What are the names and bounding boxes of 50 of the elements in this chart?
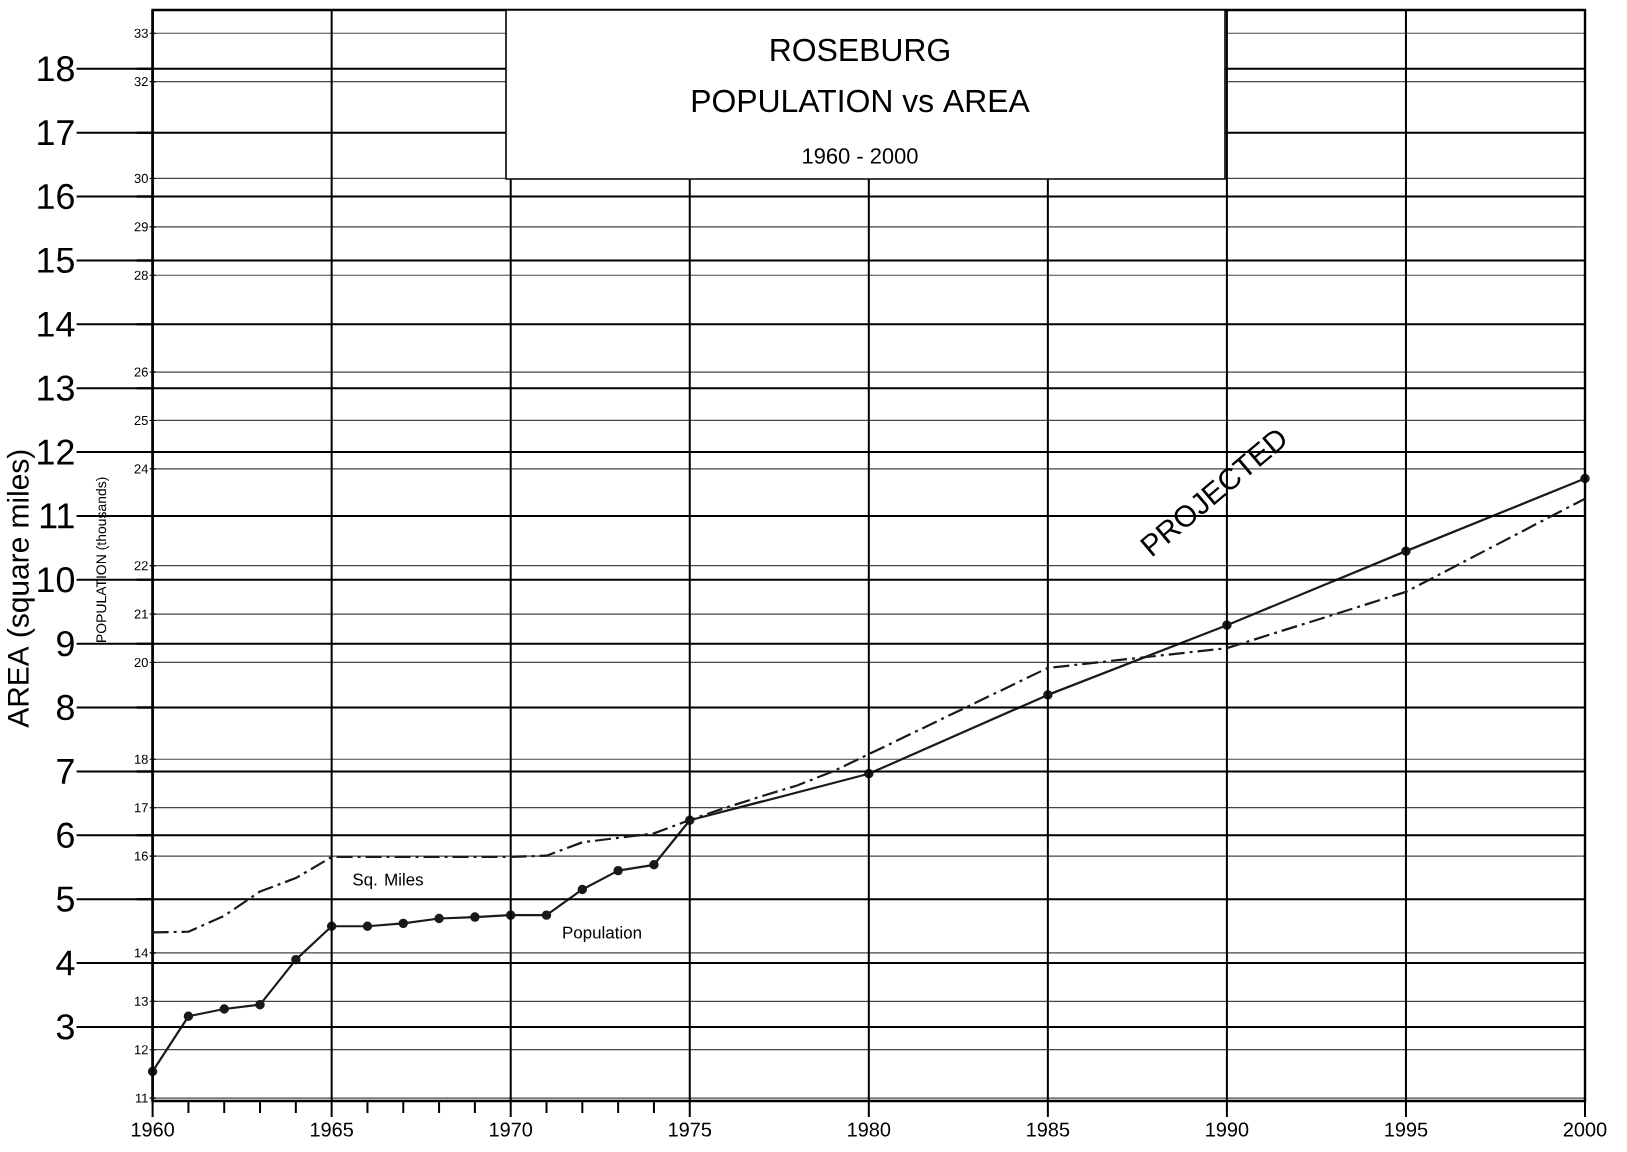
y-tick-label: 3 — [56, 1014, 74, 1040]
y2-tick-label: 18 — [134, 754, 148, 764]
x-tick-label: 1995 — [1385, 1122, 1428, 1137]
y2-tick-label: 13 — [134, 996, 148, 1006]
y-tick-label: 8 — [57, 694, 74, 721]
y2-tick-label: 33 — [134, 28, 148, 38]
y2-tick-label: 25 — [134, 415, 148, 426]
annotation: 1960 - 2000 — [803, 148, 918, 164]
y2-tick-label: 24 — [134, 464, 149, 474]
y-tick-label: 14 — [38, 311, 75, 337]
y-tick-label: 5 — [56, 886, 74, 912]
x-tick-label: 1965 — [311, 1122, 353, 1137]
y-tick-label: 15 — [38, 247, 74, 273]
y-tick-label: 16 — [38, 183, 74, 210]
series-label: Population — [563, 926, 641, 942]
y-axis-title: AREA (square miles) — [6, 450, 35, 728]
y2-tick-label: 16 — [134, 851, 148, 861]
y2-tick-label: 29 — [134, 222, 148, 232]
y-tick-label: 6 — [57, 822, 74, 848]
y-tick-label: 11 — [40, 503, 74, 529]
y2-tick-label: 21 — [134, 609, 148, 619]
x-tick-label: 1975 — [669, 1122, 712, 1137]
y-tick-label: 7 — [57, 759, 74, 784]
x-tick-label: 1970 — [490, 1122, 533, 1137]
x-tick-label: 1980 — [848, 1122, 891, 1137]
y2-tick-label: 20 — [134, 657, 148, 668]
y-tick-label: 10 — [38, 567, 75, 593]
x-tick-label: 1985 — [1027, 1122, 1070, 1137]
y-tick-label: 17 — [38, 120, 74, 145]
text: POPULATION vs AREA — [692, 89, 1030, 113]
y2-tick-label: 14 — [134, 948, 149, 958]
y2-tick-label: 32 — [134, 77, 148, 87]
y2-tick-label: 12 — [134, 1045, 148, 1055]
y2-axis-title: POPULATION (thousands) — [95, 477, 109, 642]
y-tick-label: 4 — [56, 950, 75, 976]
y-tick-label: 13 — [38, 375, 74, 401]
y2-tick-label: 26 — [134, 367, 148, 377]
x-tick-label: 1960 — [131, 1122, 174, 1137]
text: ROSEBURG — [771, 38, 949, 62]
y-tick-label: 9 — [57, 630, 74, 657]
y2-tick-label: 30 — [134, 173, 148, 184]
series-label: Sq. Miles — [353, 873, 423, 889]
y2-tick-label: 17 — [134, 803, 148, 813]
y2-tick-label: 28 — [134, 270, 148, 280]
x-tick-label: 2000 — [1563, 1122, 1607, 1137]
y2-tick-label: 11 — [135, 1093, 148, 1103]
y-tick-label: 18 — [38, 56, 74, 82]
y-tick-label: 12 — [38, 439, 74, 465]
x-tick-label: 1990 — [1206, 1122, 1249, 1137]
y2-tick-label: 22 — [134, 561, 148, 571]
